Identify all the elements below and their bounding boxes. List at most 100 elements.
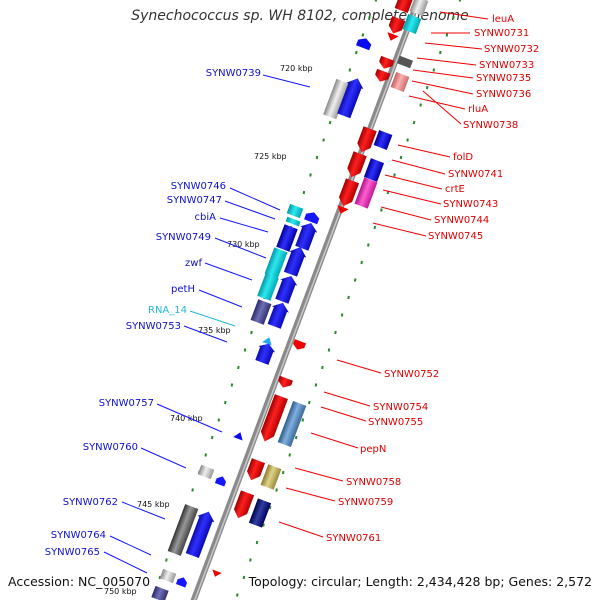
- gene-label: SYNW0765: [45, 547, 100, 558]
- gene-feature: [167, 504, 199, 556]
- tick-mark: [250, 330, 253, 335]
- gene-feature: [260, 394, 288, 442]
- tick-mark: [367, 243, 370, 247]
- gene-feature: [260, 464, 282, 490]
- tick-mark: [334, 330, 337, 335]
- gene-feature: [293, 339, 307, 350]
- tick-mark: [309, 173, 312, 177]
- kbp-label: 745 kbp: [137, 500, 170, 509]
- gene-feature: [304, 212, 320, 225]
- gene-label: petH: [171, 284, 195, 295]
- tick-mark: [425, 85, 429, 90]
- gene-feature: [262, 337, 272, 346]
- gene-feature: [373, 130, 393, 150]
- tick-mark: [399, 155, 403, 160]
- gene-label: SYNW0749: [156, 232, 211, 243]
- gene-label: SYNW0747: [167, 195, 222, 206]
- gene-feature: [357, 126, 377, 153]
- gene-feature: [277, 400, 307, 448]
- tick-mark: [439, 50, 442, 55]
- gene-label: SYNW0746: [171, 181, 226, 192]
- tick-mark: [210, 435, 214, 440]
- gene-feature: [278, 375, 293, 388]
- tick-mark: [412, 120, 416, 125]
- tick-mark: [158, 575, 162, 580]
- gene-label: SYNW0752: [384, 369, 439, 380]
- tick-mark: [452, 15, 455, 20]
- tick-mark: [191, 488, 194, 492]
- tick-mark: [361, 33, 365, 37]
- topology-summary: Topology: circular; Length: 2,434,428 bp…: [248, 574, 592, 589]
- tick-mark: [315, 155, 319, 160]
- gene-label: SYNW0733: [479, 60, 534, 71]
- gene-feature: [197, 464, 215, 480]
- gene-label: SYNW0735: [476, 73, 531, 84]
- gene-feature: [347, 151, 367, 178]
- gene-label: zwf: [185, 258, 202, 269]
- tick-mark: [302, 190, 306, 195]
- kbp-label: 720 kbp: [280, 64, 313, 73]
- gene-label: folD: [453, 152, 473, 163]
- tick-mark: [268, 505, 272, 510]
- tick-mark: [328, 120, 332, 125]
- gene-label: leuA: [492, 14, 514, 25]
- gene-label: SYNW0758: [346, 477, 401, 488]
- gene-feature: [151, 585, 169, 600]
- tick-mark: [374, 0, 378, 2]
- gene-label: pepN: [360, 444, 386, 455]
- kbp-labels: 720 kbp 725 kbp 730 kbp 735 kbp 740 kbp …: [104, 64, 313, 596]
- tick-mark: [355, 50, 358, 55]
- gene-label: SYNW0757: [99, 398, 154, 409]
- kbp-label: 735 kbp: [198, 326, 231, 335]
- gene-feature: [257, 273, 279, 301]
- tick-mark: [419, 103, 422, 107]
- tick-mark: [301, 418, 305, 422]
- gene-feature: [275, 275, 298, 304]
- tick-mark: [224, 400, 227, 405]
- gene-label: SYNW0736: [476, 89, 531, 100]
- gene-label: cbiA: [195, 212, 217, 223]
- tick-mark: [314, 383, 318, 387]
- gene-feature: [387, 32, 399, 41]
- tick-mark: [321, 365, 324, 370]
- kbp-label: 740 kbp: [170, 414, 203, 423]
- kbp-label: 750 kbp: [104, 587, 137, 596]
- right-labels: leuA SYNW0731 SYNW0732 SYNW0733 SYNW0735…: [326, 14, 539, 544]
- gene-feature: [402, 14, 422, 34]
- gene-feature: [159, 568, 177, 584]
- gene-feature: [337, 78, 364, 119]
- reverse-genes: [212, 0, 429, 577]
- gene-feature: [390, 72, 410, 92]
- gene-label: SYNW0764: [51, 530, 106, 541]
- tick-mark: [230, 383, 234, 387]
- gene-label: SYNW0762: [63, 497, 118, 508]
- gene-feature: [233, 490, 255, 519]
- tick-mark: [393, 173, 396, 177]
- tick-mark: [243, 348, 247, 352]
- tick-mark: [340, 313, 344, 317]
- gene-feature: [264, 247, 288, 279]
- tick-mark: [380, 208, 383, 212]
- left-leader-lines: [103, 74, 311, 574]
- gene-feature: [255, 343, 276, 365]
- genome-backbone-highlight: [193, 0, 421, 600]
- tick-mark: [262, 523, 265, 527]
- gene-feature: [379, 55, 395, 69]
- gene-feature: [247, 458, 266, 481]
- tick-mark: [347, 295, 350, 300]
- gene-label: SYNW0744: [434, 215, 489, 226]
- tick-mark: [288, 453, 291, 457]
- gene-label: rluA: [468, 104, 488, 115]
- gene-label: SYNW0760: [83, 442, 138, 453]
- gene-feature: [175, 577, 188, 588]
- tick-mark: [236, 593, 239, 597]
- tick-mark: [368, 15, 371, 20]
- tick-mark: [242, 575, 246, 580]
- tick-mark: [406, 138, 409, 142]
- gene-feature: [214, 476, 227, 487]
- gene-feature: [286, 203, 304, 219]
- gene-feature: [248, 498, 272, 528]
- gene-label: crtE: [445, 184, 465, 195]
- gene-feature: [394, 0, 414, 13]
